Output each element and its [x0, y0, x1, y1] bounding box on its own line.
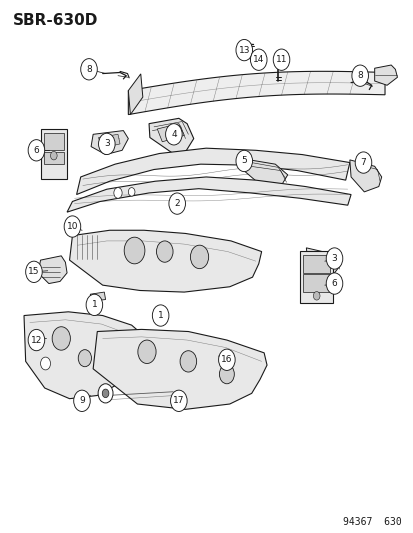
Polygon shape — [349, 160, 381, 192]
Text: 2: 2 — [174, 199, 180, 208]
Polygon shape — [128, 71, 384, 115]
Polygon shape — [67, 177, 350, 212]
Circle shape — [190, 245, 208, 269]
Text: 6: 6 — [331, 279, 337, 288]
Text: 3: 3 — [104, 140, 109, 148]
Circle shape — [102, 389, 109, 398]
Text: 14: 14 — [252, 55, 264, 64]
Polygon shape — [76, 148, 349, 195]
Circle shape — [52, 327, 70, 350]
Text: 16: 16 — [221, 356, 232, 364]
Text: 17: 17 — [173, 397, 184, 405]
Polygon shape — [157, 124, 184, 142]
Circle shape — [98, 384, 113, 403]
Polygon shape — [44, 133, 64, 150]
Circle shape — [317, 259, 325, 269]
Text: 1: 1 — [157, 311, 163, 320]
Circle shape — [78, 350, 91, 367]
Circle shape — [235, 39, 252, 61]
Polygon shape — [149, 118, 193, 154]
Circle shape — [250, 49, 266, 70]
Text: 1: 1 — [91, 301, 97, 309]
Circle shape — [218, 349, 235, 370]
Polygon shape — [38, 256, 67, 284]
Circle shape — [28, 140, 45, 161]
Text: 8: 8 — [86, 65, 92, 74]
Polygon shape — [93, 329, 266, 409]
Text: 6: 6 — [33, 146, 39, 155]
Text: 15: 15 — [28, 268, 40, 276]
Circle shape — [64, 216, 81, 237]
Circle shape — [219, 365, 234, 384]
Polygon shape — [40, 129, 67, 179]
Polygon shape — [69, 230, 261, 292]
Text: 7: 7 — [360, 158, 366, 167]
Polygon shape — [306, 248, 339, 273]
Circle shape — [313, 292, 319, 300]
Circle shape — [98, 133, 115, 155]
Circle shape — [138, 340, 156, 364]
Circle shape — [165, 124, 182, 145]
Polygon shape — [98, 134, 120, 148]
Circle shape — [128, 188, 135, 196]
Text: 13: 13 — [238, 46, 249, 54]
Text: 9: 9 — [79, 397, 85, 405]
Polygon shape — [303, 255, 329, 273]
Circle shape — [74, 390, 90, 411]
Circle shape — [325, 248, 342, 269]
Circle shape — [169, 193, 185, 214]
Polygon shape — [90, 292, 105, 301]
Text: 11: 11 — [275, 55, 287, 64]
Polygon shape — [128, 74, 142, 115]
Text: 5: 5 — [241, 157, 247, 165]
Text: 12: 12 — [31, 336, 42, 344]
Polygon shape — [299, 251, 332, 303]
Circle shape — [26, 261, 42, 282]
Polygon shape — [243, 159, 287, 187]
Polygon shape — [303, 274, 329, 292]
Text: 4: 4 — [171, 130, 176, 139]
Polygon shape — [24, 312, 147, 399]
Circle shape — [152, 305, 169, 326]
Polygon shape — [374, 65, 396, 85]
Text: 94367  630: 94367 630 — [342, 516, 401, 527]
Circle shape — [235, 150, 252, 172]
Polygon shape — [91, 131, 128, 155]
Text: SBR-630D: SBR-630D — [12, 13, 97, 28]
Circle shape — [50, 151, 57, 160]
Text: 10: 10 — [66, 222, 78, 231]
Circle shape — [124, 237, 145, 264]
Circle shape — [40, 357, 50, 370]
Circle shape — [273, 49, 289, 70]
Circle shape — [156, 241, 173, 262]
Circle shape — [354, 152, 371, 173]
Circle shape — [114, 188, 122, 198]
Text: 3: 3 — [331, 254, 337, 263]
Circle shape — [170, 390, 187, 411]
Circle shape — [180, 351, 196, 372]
Circle shape — [351, 65, 368, 86]
Circle shape — [28, 329, 45, 351]
Circle shape — [86, 294, 102, 316]
Circle shape — [81, 59, 97, 80]
Text: 8: 8 — [356, 71, 362, 80]
Circle shape — [325, 273, 342, 294]
Polygon shape — [44, 152, 64, 164]
